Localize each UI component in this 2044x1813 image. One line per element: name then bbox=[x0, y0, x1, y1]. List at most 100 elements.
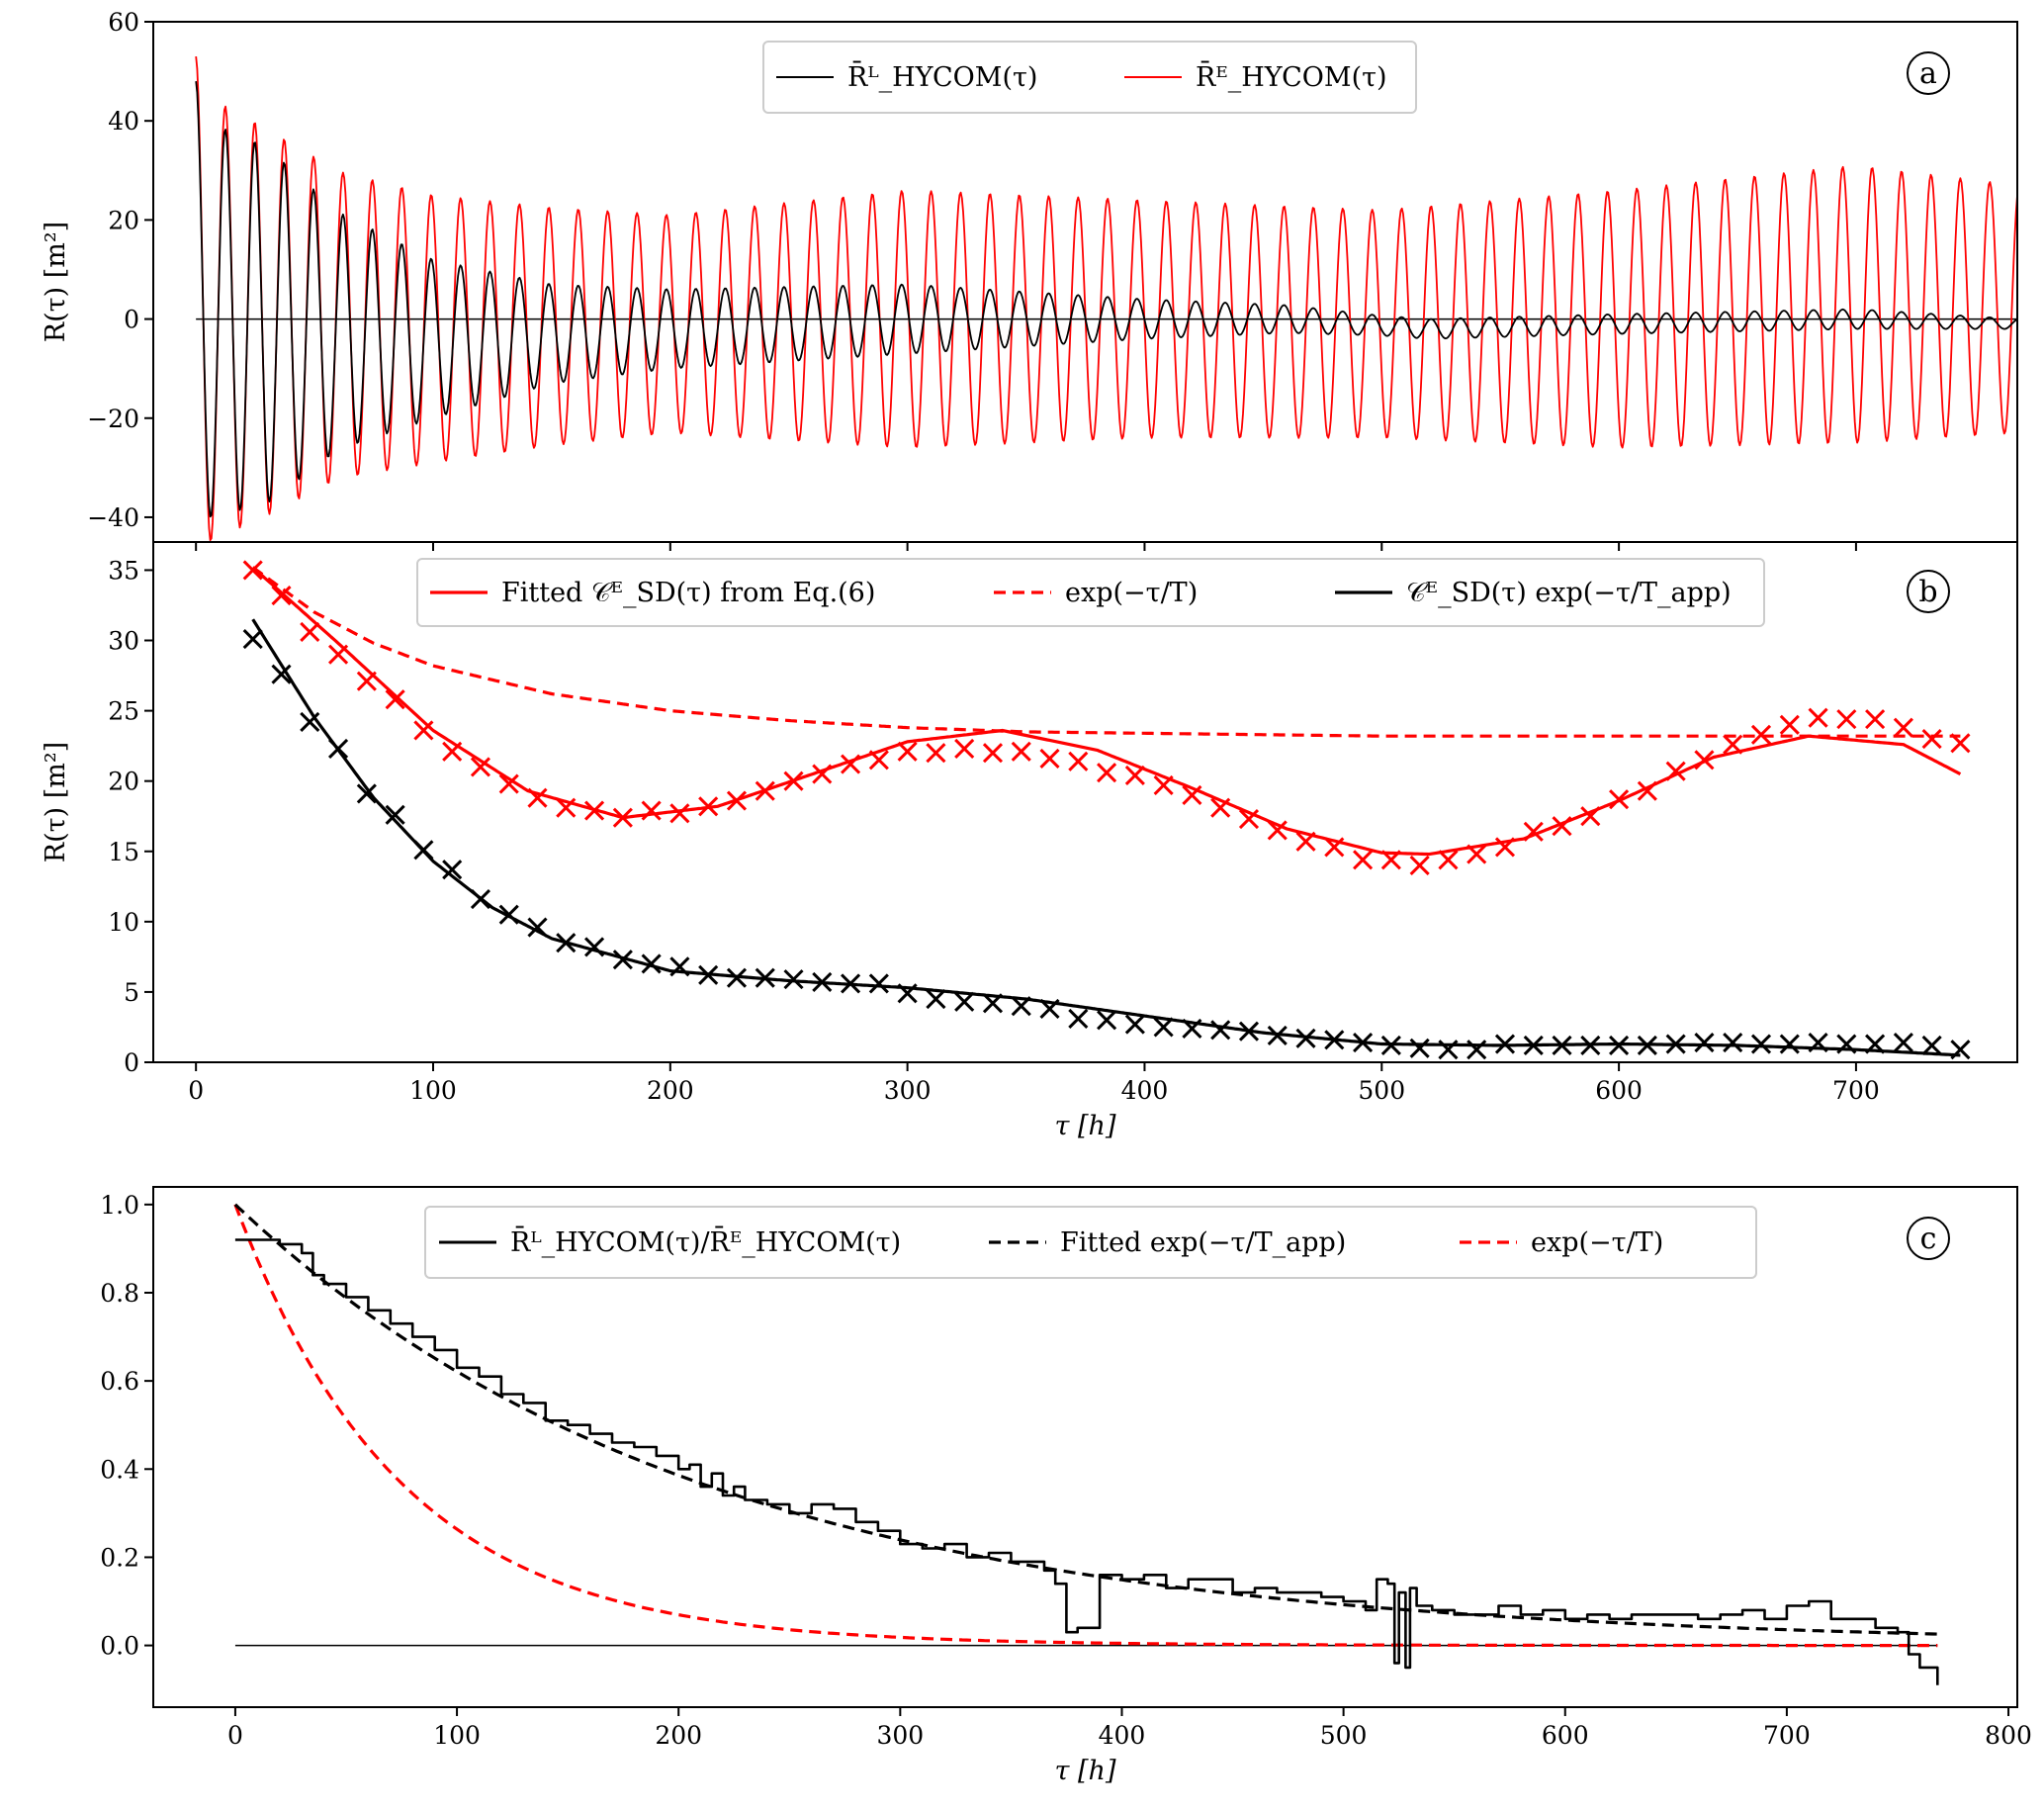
b-marker-red bbox=[1068, 751, 1089, 771]
b-marker-red bbox=[1580, 806, 1601, 827]
b-legend-label: 𝒞ᴱ_SD(τ) exp(−τ/T_app) bbox=[1406, 578, 1732, 608]
b-marker-black bbox=[1097, 1010, 1117, 1031]
b-marker-black bbox=[897, 983, 918, 1004]
a-legend-frame bbox=[762, 41, 1417, 114]
b-y-tick-label: 0 bbox=[124, 1048, 139, 1077]
b-marker-red bbox=[1238, 808, 1260, 830]
b-marker-black bbox=[1494, 1034, 1516, 1054]
b-marker-black bbox=[1324, 1030, 1345, 1050]
b-y-tick-label: 20 bbox=[108, 768, 139, 796]
b-y-tick-label: 35 bbox=[108, 556, 139, 585]
b-marker-red bbox=[413, 720, 434, 741]
c-x-axis-label: τ [h] bbox=[1055, 1756, 1116, 1786]
b-x-tick-label: 200 bbox=[647, 1076, 694, 1105]
b-marker-black bbox=[1267, 1025, 1288, 1046]
b-marker-red bbox=[1182, 784, 1202, 805]
c-x-tick-label: 400 bbox=[1099, 1721, 1146, 1750]
c-series-exp-T bbox=[233, 1204, 1938, 1648]
b-marker-red bbox=[726, 790, 748, 811]
b-marker-black bbox=[1039, 998, 1060, 1020]
b-legend-entry: 𝒞ᴱ_SD(τ) exp(−τ/T_app) bbox=[1335, 578, 1732, 608]
b-marker-black bbox=[442, 860, 463, 880]
b-panel-letter-circle bbox=[1907, 570, 1950, 613]
b-marker-black bbox=[470, 889, 491, 910]
b-marker-red bbox=[641, 800, 662, 821]
b-marker-black bbox=[1353, 1033, 1374, 1053]
b-marker-red bbox=[300, 621, 320, 643]
c-x-tick-label: 100 bbox=[433, 1721, 481, 1750]
b-y-tick-label: 15 bbox=[108, 838, 139, 866]
c-x-tick-label: 300 bbox=[876, 1721, 924, 1750]
panel-a: −40 −20 0 20 40 60 R(τ) [m²] a R̄ᴸ_HYCOM(τ) R̄ᴱ_H… bbox=[41, 8, 2018, 551]
b-marker-red bbox=[897, 741, 918, 762]
b-marker-red bbox=[868, 750, 889, 771]
b-x-tick-label: 600 bbox=[1595, 1076, 1643, 1105]
b-marker-red bbox=[1921, 728, 1942, 750]
b-marker-red bbox=[1324, 837, 1345, 858]
b-marker-red bbox=[954, 738, 975, 760]
c-panel-letter-circle bbox=[1907, 1217, 1950, 1260]
b-marker-black bbox=[1011, 996, 1031, 1017]
b-marker-black bbox=[1295, 1028, 1316, 1048]
b-marker-black bbox=[1723, 1033, 1743, 1053]
b-marker-black bbox=[413, 840, 434, 861]
c-series-exp-fitted bbox=[233, 1203, 1938, 1636]
c-legend-entry: R̄ᴸ_HYCOM(τ)/R̄ᴱ_HYCOM(τ) bbox=[439, 1224, 901, 1258]
c-legend-label: exp(−τ/T) bbox=[1531, 1227, 1663, 1258]
b-x-tick-label: 0 bbox=[188, 1076, 204, 1105]
b-marker-red bbox=[1723, 734, 1743, 755]
b-marker-red bbox=[1409, 855, 1430, 876]
b-marker-black bbox=[498, 904, 519, 925]
b-marker-black bbox=[1637, 1035, 1657, 1056]
b-marker-black bbox=[1609, 1035, 1630, 1056]
a-legend-label: R̄ᴱ_HYCOM(τ) bbox=[1196, 59, 1387, 93]
b-marker-red bbox=[1097, 763, 1117, 783]
c-x-tick-label: 600 bbox=[1542, 1721, 1589, 1750]
b-marker-black bbox=[271, 664, 292, 684]
b-marker-red bbox=[527, 787, 548, 808]
b-marker-black bbox=[1893, 1033, 1913, 1053]
b-y-tick-label: 10 bbox=[108, 908, 139, 937]
b-series-line-1 bbox=[251, 566, 1962, 857]
b-marker-black bbox=[755, 967, 775, 988]
b-x-tick-label: 500 bbox=[1358, 1076, 1405, 1105]
panel-b: 0 100 200 300 400 500 600 700 0 5 10 15 20 25 30 35 τ [h… bbox=[41, 541, 2018, 1141]
b-marker-black bbox=[669, 956, 690, 977]
b-marker-red bbox=[1836, 709, 1857, 730]
b-marker-black bbox=[556, 933, 577, 953]
c-x-tick-label: 800 bbox=[1985, 1721, 2032, 1750]
b-legend-entry: Fitted 𝒞ᴱ_SD(τ) from Eq.(6) bbox=[430, 578, 875, 608]
b-legend-label: exp(−τ/T) bbox=[1065, 578, 1198, 608]
b-marker-red bbox=[356, 671, 377, 691]
b-marker-black bbox=[1808, 1033, 1828, 1053]
b-marker-black bbox=[1153, 1017, 1174, 1038]
b-marker-red bbox=[783, 771, 804, 791]
b-marker-red bbox=[1295, 831, 1316, 852]
b-marker-red bbox=[1438, 850, 1459, 870]
b-x-tick-label: 700 bbox=[1832, 1076, 1880, 1105]
b-marker-red bbox=[1011, 741, 1031, 762]
b-marker-black bbox=[1210, 1020, 1231, 1041]
b-marker-red bbox=[470, 757, 491, 777]
b-marker-black bbox=[242, 629, 263, 650]
b-marker-black bbox=[1921, 1035, 1942, 1056]
b-marker-black bbox=[1580, 1035, 1601, 1056]
b-marker-black bbox=[1665, 1034, 1686, 1054]
b-legend-entry: exp(−τ/T) bbox=[994, 578, 1198, 608]
b-y-tick-label: 5 bbox=[124, 978, 139, 1007]
c-legend-frame bbox=[424, 1206, 1757, 1279]
c-legend-label: Fitted exp(−τ/T_app) bbox=[1060, 1227, 1346, 1258]
a-y-tick-label: 40 bbox=[108, 107, 139, 136]
c-legend-entry: Fitted exp(−τ/T_app) bbox=[989, 1227, 1346, 1258]
a-legend: R̄ᴸ_HYCOM(τ) R̄ᴱ_HYCOM(τ) bbox=[762, 41, 1417, 114]
a-legend-entry: R̄ᴱ_HYCOM(τ) bbox=[1124, 59, 1387, 93]
b-marker-red bbox=[1153, 774, 1174, 796]
b-marker-black bbox=[385, 804, 405, 825]
b-marker-black bbox=[783, 969, 804, 990]
c-legend-entry: exp(−τ/T) bbox=[1460, 1227, 1663, 1258]
b-marker-black bbox=[926, 988, 946, 1010]
b-marker-red bbox=[841, 754, 861, 774]
b-legend: Fitted 𝒞ᴱ_SD(τ) from Eq.(6) exp(−τ/T) 𝒞ᴱ_S… bbox=[416, 558, 1765, 627]
b-marker-black bbox=[1124, 1014, 1145, 1035]
a-y-axis-label: R(τ) [m²] bbox=[41, 222, 71, 342]
